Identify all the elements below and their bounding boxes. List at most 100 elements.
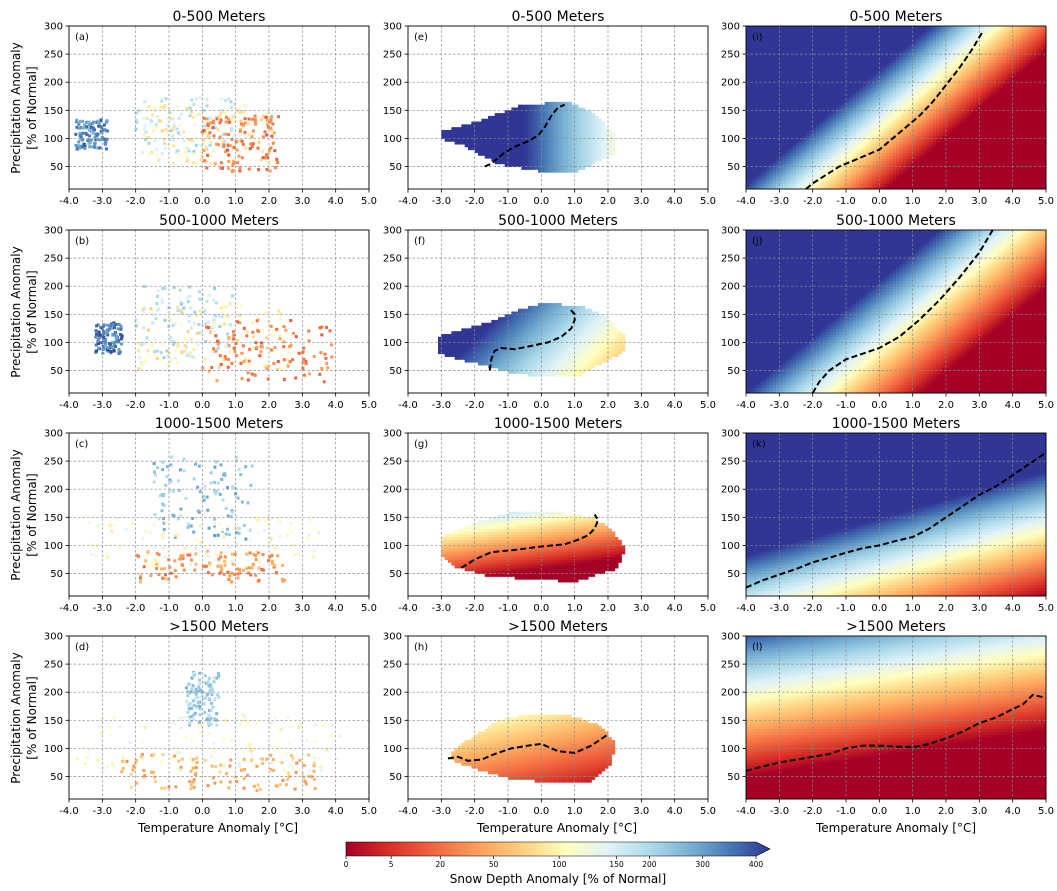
- x-tick-label: -1.0: [159, 603, 179, 614]
- x-tick-label: -1.0: [498, 196, 518, 207]
- y-tick-label: 100: [44, 744, 63, 755]
- scatter-point: [312, 556, 315, 559]
- scatter-point: [324, 357, 327, 360]
- heatmap-cell: [448, 557, 452, 560]
- x-tick-label: -2.0: [126, 196, 146, 207]
- scatter-point: [188, 703, 191, 706]
- scatter-point: [144, 559, 147, 562]
- scatter-point: [234, 553, 237, 556]
- scatter-point: [213, 782, 216, 785]
- scatter-point: [76, 758, 79, 761]
- scatter-point: [198, 298, 201, 301]
- scatter-point: [182, 557, 185, 560]
- heatmap-cell: [495, 150, 499, 153]
- scatter-point: [178, 154, 181, 157]
- scatter-point: [295, 335, 298, 338]
- scatter-point: [121, 335, 124, 338]
- scatter-point: [177, 760, 180, 763]
- scatter-point: [210, 471, 213, 474]
- scatter-point: [120, 343, 123, 346]
- heatmap-cell: [475, 523, 479, 526]
- scatter-point: [185, 700, 188, 703]
- scatter-point: [182, 140, 185, 143]
- scatter-point: [199, 689, 202, 692]
- scatter-point: [227, 167, 230, 170]
- scatter-point: [211, 689, 214, 692]
- x-tick-label: 2.0: [261, 603, 277, 614]
- scatter-point: [246, 330, 249, 333]
- scatter-point: [314, 723, 317, 726]
- heatmap-cell: [511, 150, 515, 153]
- x-tick-label: 4.0: [328, 603, 344, 614]
- scatter-point: [115, 336, 118, 339]
- scatter-point: [230, 130, 233, 133]
- scatter-point: [188, 295, 191, 298]
- heatmap-cell: [468, 354, 472, 357]
- scatter-point: [266, 367, 269, 370]
- x-tick-label: 1.0: [228, 806, 244, 817]
- scatter-point: [260, 329, 263, 332]
- scatter-point: [255, 346, 258, 349]
- scatter-point: [143, 127, 146, 130]
- heatmap-cell: [451, 331, 455, 334]
- scatter-point: [229, 781, 232, 784]
- scatter-point: [153, 462, 156, 465]
- scatter-point: [317, 531, 320, 534]
- y-tick-label: 200: [44, 688, 63, 699]
- scatter-point: [206, 683, 209, 686]
- scatter-point: [88, 121, 91, 124]
- scatter-point: [249, 143, 252, 146]
- scatter-point: [142, 741, 145, 744]
- scatter-point: [272, 758, 275, 761]
- scatter-point: [195, 97, 198, 100]
- heatmap-cell: [535, 105, 539, 108]
- scatter-point: [238, 170, 241, 173]
- y-tick-label: 250: [44, 254, 63, 265]
- scatter-point: [319, 326, 322, 329]
- scatter-point: [156, 357, 159, 360]
- scatter-point: [189, 114, 192, 117]
- y-tick-label: 200: [44, 282, 63, 293]
- heatmap-cell: [485, 354, 489, 357]
- scatter-point: [157, 289, 160, 292]
- scatter-point: [159, 359, 162, 362]
- scatter-point: [273, 149, 276, 152]
- heatmap-cell: [488, 150, 492, 153]
- scatter-point: [186, 694, 189, 697]
- scatter-point: [288, 742, 291, 745]
- heatmap-cell: [515, 354, 519, 357]
- heatmap-cell: [601, 354, 605, 357]
- heatmap-cell: [468, 557, 472, 560]
- scatter-point: [188, 722, 191, 725]
- scatter-point: [153, 513, 156, 516]
- scatter-point: [188, 691, 191, 694]
- scatter-point: [236, 320, 239, 323]
- scatter-point: [78, 147, 81, 150]
- scatter-point: [192, 758, 195, 761]
- scatter-point: [331, 724, 334, 727]
- scatter-point: [92, 127, 95, 130]
- scatter-point: [287, 351, 290, 354]
- scatter-point: [250, 752, 253, 755]
- scatter-point: [95, 555, 98, 558]
- heatmap-cell: [581, 306, 585, 309]
- scatter-point: [176, 306, 179, 309]
- scatter-point: [201, 293, 204, 296]
- heatmap-cell: [581, 354, 585, 357]
- scatter-point: [195, 563, 198, 566]
- scatter-point: [270, 537, 273, 540]
- scatter-point: [100, 532, 103, 535]
- heatmap-cell: [551, 102, 555, 105]
- heatmap-cell: [448, 334, 452, 337]
- scatter-point: [177, 343, 180, 346]
- scatter-point: [174, 785, 177, 788]
- scatter-point: [132, 765, 135, 768]
- scatter-point: [270, 762, 273, 765]
- scatter-point: [277, 115, 280, 118]
- scatter-point: [160, 787, 163, 790]
- scatter-point: [199, 144, 202, 147]
- scatter-point: [258, 561, 261, 564]
- scatter-point: [204, 674, 207, 677]
- scatter-point: [161, 509, 164, 512]
- scatter-point: [232, 563, 235, 566]
